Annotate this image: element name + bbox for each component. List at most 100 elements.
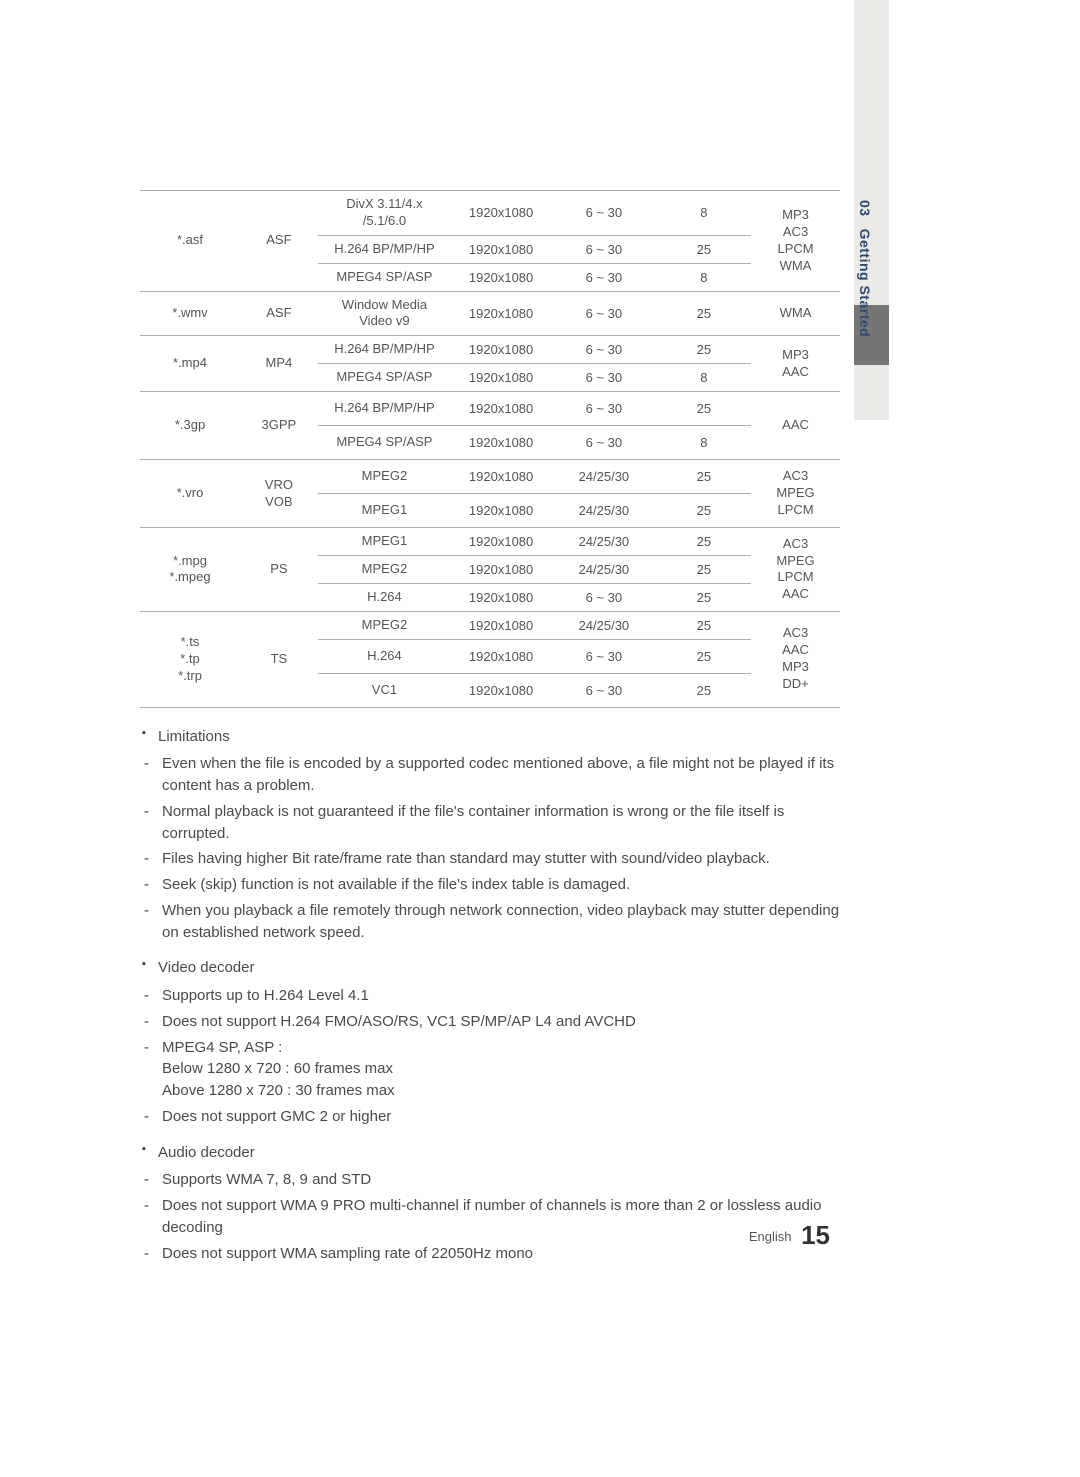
ext-cell: *.asf (140, 191, 240, 292)
spec-cell: 6 ~ 30 (551, 392, 657, 426)
spec-cell: 1920x1080 (451, 291, 551, 336)
ext-cell: *.vro (140, 460, 240, 528)
spec-cell: 8 (657, 426, 751, 460)
note-item: Even when the file is encoded by a suppo… (140, 753, 840, 797)
note-heading: Limitations (140, 726, 840, 748)
spec-cell: MPEG4 SP/ASP (318, 364, 451, 392)
spec-cell: 25 (657, 291, 751, 336)
spec-cell: 1920x1080 (451, 611, 551, 639)
audio-cell: AC3AACMP3DD+ (751, 611, 840, 707)
spec-cell: 1920x1080 (451, 583, 551, 611)
sidebar-section-number: 03 (857, 200, 873, 217)
sidebar-section-title: Getting Started (857, 229, 873, 338)
codec-spec-table: *.asfASFDivX 3.11/4.x/5.1/6.01920x10806 … (140, 190, 840, 708)
spec-cell: 6 ~ 30 (551, 639, 657, 673)
note-item: Supports up to H.264 Level 4.1 (140, 985, 840, 1007)
spec-cell: 1920x1080 (451, 336, 551, 364)
spec-cell: MPEG1 (318, 494, 451, 528)
note-item: Normal playback is not guaranteed if the… (140, 801, 840, 845)
note-item: MPEG4 SP, ASP :Below 1280 x 720 : 60 fra… (140, 1037, 840, 1102)
note-line: Does not support H.264 FMO/ASO/RS, VC1 S… (162, 1011, 840, 1033)
note-line: Supports up to H.264 Level 4.1 (162, 985, 840, 1007)
spec-cell: 6 ~ 30 (551, 583, 657, 611)
spec-cell: 1920x1080 (451, 673, 551, 707)
spec-cell: 1920x1080 (451, 639, 551, 673)
spec-cell: 24/25/30 (551, 556, 657, 584)
spec-cell: 1920x1080 (451, 494, 551, 528)
spec-cell: H.264 (318, 583, 451, 611)
page-footer: English 15 (0, 1220, 840, 1251)
spec-cell: 25 (657, 639, 751, 673)
spec-cell: 24/25/30 (551, 460, 657, 494)
spec-cell: 6 ~ 30 (551, 673, 657, 707)
audio-cell: WMA (751, 291, 840, 336)
spec-cell: MPEG2 (318, 556, 451, 584)
spec-cell: 25 (657, 336, 751, 364)
note-line: Normal playback is not guaranteed if the… (162, 801, 840, 845)
spec-cell: 25 (657, 494, 751, 528)
spec-cell: 8 (657, 263, 751, 291)
spec-cell: 24/25/30 (551, 611, 657, 639)
spec-cell: 6 ~ 30 (551, 191, 657, 236)
sidebar-label: 03 Getting Started (857, 200, 873, 337)
note-line: When you playback a file remotely throug… (162, 900, 840, 944)
spec-cell: 24/25/30 (551, 528, 657, 556)
note-heading: Audio decoder (140, 1142, 840, 1164)
note-item: Does not support H.264 FMO/ASO/RS, VC1 S… (140, 1011, 840, 1033)
audio-cell: MP3AC3LPCMWMA (751, 191, 840, 292)
spec-cell: MPEG1 (318, 528, 451, 556)
note-line: Files having higher Bit rate/frame rate … (162, 848, 840, 870)
spec-cell: H.264 (318, 639, 451, 673)
spec-cell: MPEG2 (318, 611, 451, 639)
spec-cell: 1920x1080 (451, 528, 551, 556)
note-item: Supports WMA 7, 8, 9 and STD (140, 1169, 840, 1191)
spec-cell: 1920x1080 (451, 392, 551, 426)
spec-cell: 6 ~ 30 (551, 336, 657, 364)
footer-language: English (749, 1229, 792, 1244)
container-cell: PS (240, 528, 318, 612)
spec-cell: MPEG2 (318, 460, 451, 494)
spec-cell: 25 (657, 611, 751, 639)
container-cell: ASF (240, 191, 318, 292)
spec-cell: 6 ~ 30 (551, 364, 657, 392)
note-item: Files having higher Bit rate/frame rate … (140, 848, 840, 870)
container-cell: MP4 (240, 336, 318, 392)
spec-cell: VC1 (318, 673, 451, 707)
spec-cell: 25 (657, 235, 751, 263)
ext-cell: *.3gp (140, 392, 240, 460)
spec-cell: 1920x1080 (451, 263, 551, 291)
spec-cell: DivX 3.11/4.x/5.1/6.0 (318, 191, 451, 236)
footer-page-number: 15 (801, 1220, 830, 1250)
spec-cell: H.264 BP/MP/HP (318, 235, 451, 263)
container-cell: 3GPP (240, 392, 318, 460)
spec-cell: 6 ~ 30 (551, 235, 657, 263)
spec-cell: 6 ~ 30 (551, 426, 657, 460)
spec-cell: 8 (657, 364, 751, 392)
spec-cell: MPEG4 SP/ASP (318, 263, 451, 291)
audio-cell: AC3MPEGLPCMAAC (751, 528, 840, 612)
note-line: Supports WMA 7, 8, 9 and STD (162, 1169, 840, 1191)
spec-cell: 25 (657, 556, 751, 584)
note-line: Even when the file is encoded by a suppo… (162, 753, 840, 797)
spec-cell: 1920x1080 (451, 364, 551, 392)
spec-cell: 1920x1080 (451, 460, 551, 494)
spec-cell: 8 (657, 191, 751, 236)
spec-cell: 24/25/30 (551, 494, 657, 528)
audio-cell: MP3AAC (751, 336, 840, 392)
spec-cell: 6 ~ 30 (551, 263, 657, 291)
spec-cell: H.264 BP/MP/HP (318, 336, 451, 364)
spec-cell: 1920x1080 (451, 556, 551, 584)
spec-cell: MPEG4 SP/ASP (318, 426, 451, 460)
note-line: MPEG4 SP, ASP : (162, 1037, 840, 1059)
spec-cell: 25 (657, 528, 751, 556)
notes-section: Limitations Even when the file is encoded… (140, 726, 840, 1265)
spec-cell: 1920x1080 (451, 235, 551, 263)
note-line: Above 1280 x 720 : 30 frames max (162, 1080, 840, 1102)
spec-cell: 25 (657, 583, 751, 611)
note-line: Below 1280 x 720 : 60 frames max (162, 1058, 840, 1080)
container-cell: VROVOB (240, 460, 318, 528)
spec-cell: 1920x1080 (451, 191, 551, 236)
spec-cell: 1920x1080 (451, 426, 551, 460)
note-heading: Video decoder (140, 957, 840, 979)
note-item: When you playback a file remotely throug… (140, 900, 840, 944)
